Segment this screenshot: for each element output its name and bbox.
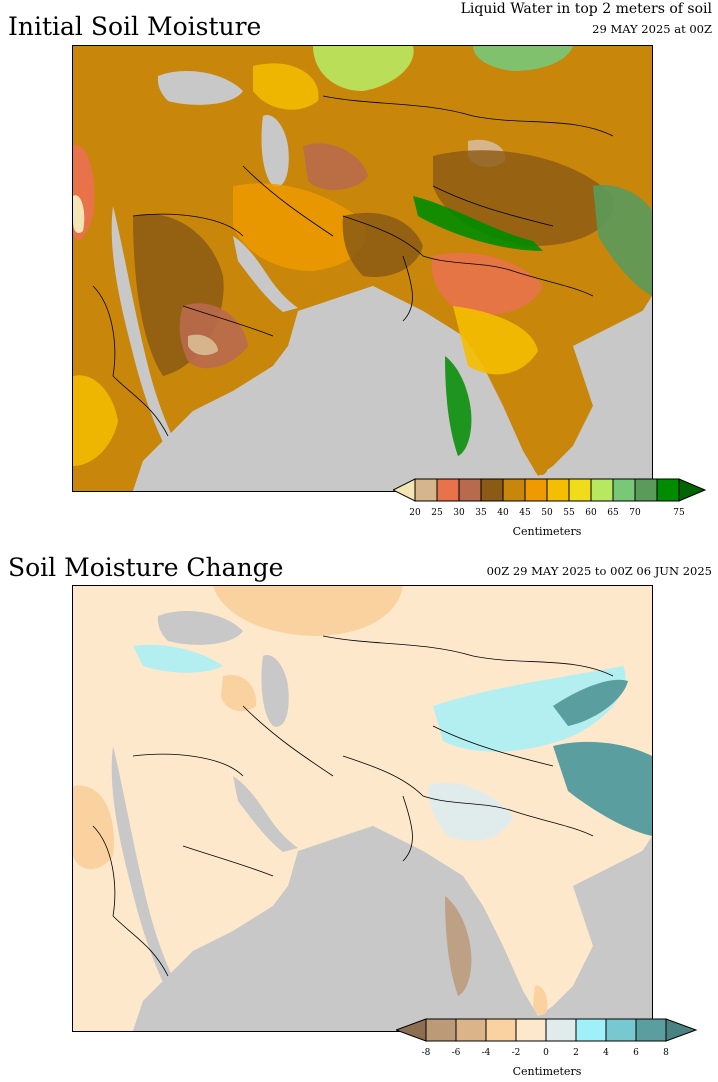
panel1-colorbar <box>393 478 706 502</box>
colorbar2-tick: 4 <box>603 1048 609 1058</box>
colorbar1-min-arrow <box>393 478 416 502</box>
persian-gulf <box>233 776 298 852</box>
moisture-patch-green-kazakh <box>313 46 414 91</box>
colorbar2-bin <box>635 1018 667 1042</box>
panel2-title: Soil Moisture Change <box>8 553 284 582</box>
panel2-colorbar <box>396 1018 698 1042</box>
soil-moisture-map <box>72 45 653 492</box>
colorbar1-bin <box>458 478 482 502</box>
change-patch-wet-core <box>553 679 628 726</box>
change-patch-light-wet-india <box>428 782 513 841</box>
moisture-patch-yellow-east-africa <box>73 375 118 466</box>
caspian-sea <box>261 115 289 187</box>
colorbar1-tick: 55 <box>563 508 575 518</box>
arabian-sea <box>133 826 543 1031</box>
colorbar1-bin <box>634 478 658 502</box>
colorbar2-tick: -4 <box>481 1048 491 1058</box>
moisture-patch-orange-iran <box>233 183 366 271</box>
colorbar1-tick: 35 <box>475 508 487 518</box>
moisture-patch-yellow-india <box>453 306 538 375</box>
colorbar1-tick: 65 <box>607 508 619 518</box>
soil-moisture-map-canvas <box>73 46 652 491</box>
change-patch-dry-ghats <box>445 896 472 996</box>
colorbar2-bin <box>575 1018 607 1042</box>
colorbar1-bin <box>524 478 548 502</box>
panel1-title: Initial Soil Moisture <box>8 12 262 41</box>
caspian-sea <box>261 655 289 727</box>
colorbar1-max-arrow <box>678 478 706 502</box>
colorbar1-tick: 50 <box>541 508 553 518</box>
colorbar1-bin <box>436 478 460 502</box>
colorbar1-bin <box>414 478 438 502</box>
colorbar2-bin <box>515 1018 547 1042</box>
panel1-subtitle-line2: 29 MAY 2025 at 00Z <box>592 22 712 36</box>
colorbar2-tick: 2 <box>573 1048 579 1058</box>
colorbar1-bin <box>568 478 592 502</box>
colorbar2-min-arrow <box>396 1018 427 1042</box>
colorbar1-bin <box>546 478 570 502</box>
moisture-patch-yellow-north <box>253 63 319 110</box>
bay-of-bengal <box>543 846 652 1031</box>
colorbar1-bin <box>656 478 680 502</box>
colorbar1-bin <box>612 478 636 502</box>
colorbar2-tick: -2 <box>511 1048 521 1058</box>
sri-lanka <box>533 985 548 1016</box>
colorbar2-tick: 0 <box>543 1048 549 1058</box>
colorbar2-bin <box>425 1018 457 1042</box>
colorbar2-bin <box>605 1018 637 1042</box>
sri-lanka <box>533 445 548 476</box>
moisture-patch-green-ghats <box>445 356 472 456</box>
colorbar1-tick: 60 <box>585 508 597 518</box>
moisture-patch-green-himalaya <box>413 196 543 251</box>
panel2-subtitle: 00Z 29 MAY 2025 to 00Z 06 JUN 2025 <box>486 564 712 578</box>
change-patch-wet-tibet <box>433 666 626 752</box>
red-sea <box>111 206 183 461</box>
change-patch-dry-east-africa <box>73 785 114 870</box>
black-sea <box>157 71 243 105</box>
soil-moisture-change-map-canvas <box>73 586 652 1031</box>
colorbar1-tick: 25 <box>431 508 443 518</box>
moisture-patch-green-east <box>593 185 652 296</box>
red-sea <box>111 746 183 1001</box>
panel1-subtitle-line1: Liquid Water in top 2 meters of soil <box>460 1 712 17</box>
country-borders <box>92 635 614 977</box>
soil-moisture-change-map <box>72 585 653 1032</box>
colorbar2-bin <box>485 1018 517 1042</box>
moisture-patch-brown-afghan <box>342 212 423 277</box>
colorbar2-bin <box>455 1018 487 1042</box>
colorbar1-bin <box>502 478 526 502</box>
change-patch-dry-caucasus <box>221 675 257 712</box>
moisture-patch-pale-west <box>73 195 85 233</box>
moisture-patch-red-central <box>303 143 368 191</box>
colorbar2-tick: 8 <box>663 1048 669 1058</box>
country-borders <box>92 95 614 437</box>
colorbar1-tick: 30 <box>453 508 465 518</box>
colorbar2-tick: 6 <box>633 1048 639 1058</box>
change-patch-wet-north <box>133 644 223 673</box>
colorbar1-tick: 75 <box>673 508 685 518</box>
arabian-sea <box>133 286 543 491</box>
change-patch-wet-northeast <box>553 741 652 836</box>
moisture-patch-pale-rubalkhali <box>188 334 218 356</box>
bay-of-bengal <box>543 306 652 491</box>
change-patch-dry-north <box>213 586 403 636</box>
moisture-patch-green-north <box>473 46 573 71</box>
colorbar1-bin <box>480 478 504 502</box>
colorbar2-max-arrow <box>665 1018 698 1042</box>
persian-gulf <box>233 236 298 312</box>
black-sea <box>157 611 243 645</box>
colorbar1-tick: 70 <box>629 508 641 518</box>
colorbar1-bin <box>590 478 614 502</box>
colorbar1-tick: 45 <box>519 508 531 518</box>
colorbar2-tick: -6 <box>451 1048 461 1058</box>
panel2-colorbar-units: Centimeters <box>512 1065 582 1078</box>
moisture-patch-red-india <box>431 252 543 315</box>
colorbar2-bin <box>545 1018 577 1042</box>
panel1-colorbar-units: Centimeters <box>512 525 582 538</box>
colorbar1-tick: 40 <box>497 508 509 518</box>
colorbar2-tick: -8 <box>421 1048 431 1058</box>
colorbar1-tick: 20 <box>409 508 421 518</box>
